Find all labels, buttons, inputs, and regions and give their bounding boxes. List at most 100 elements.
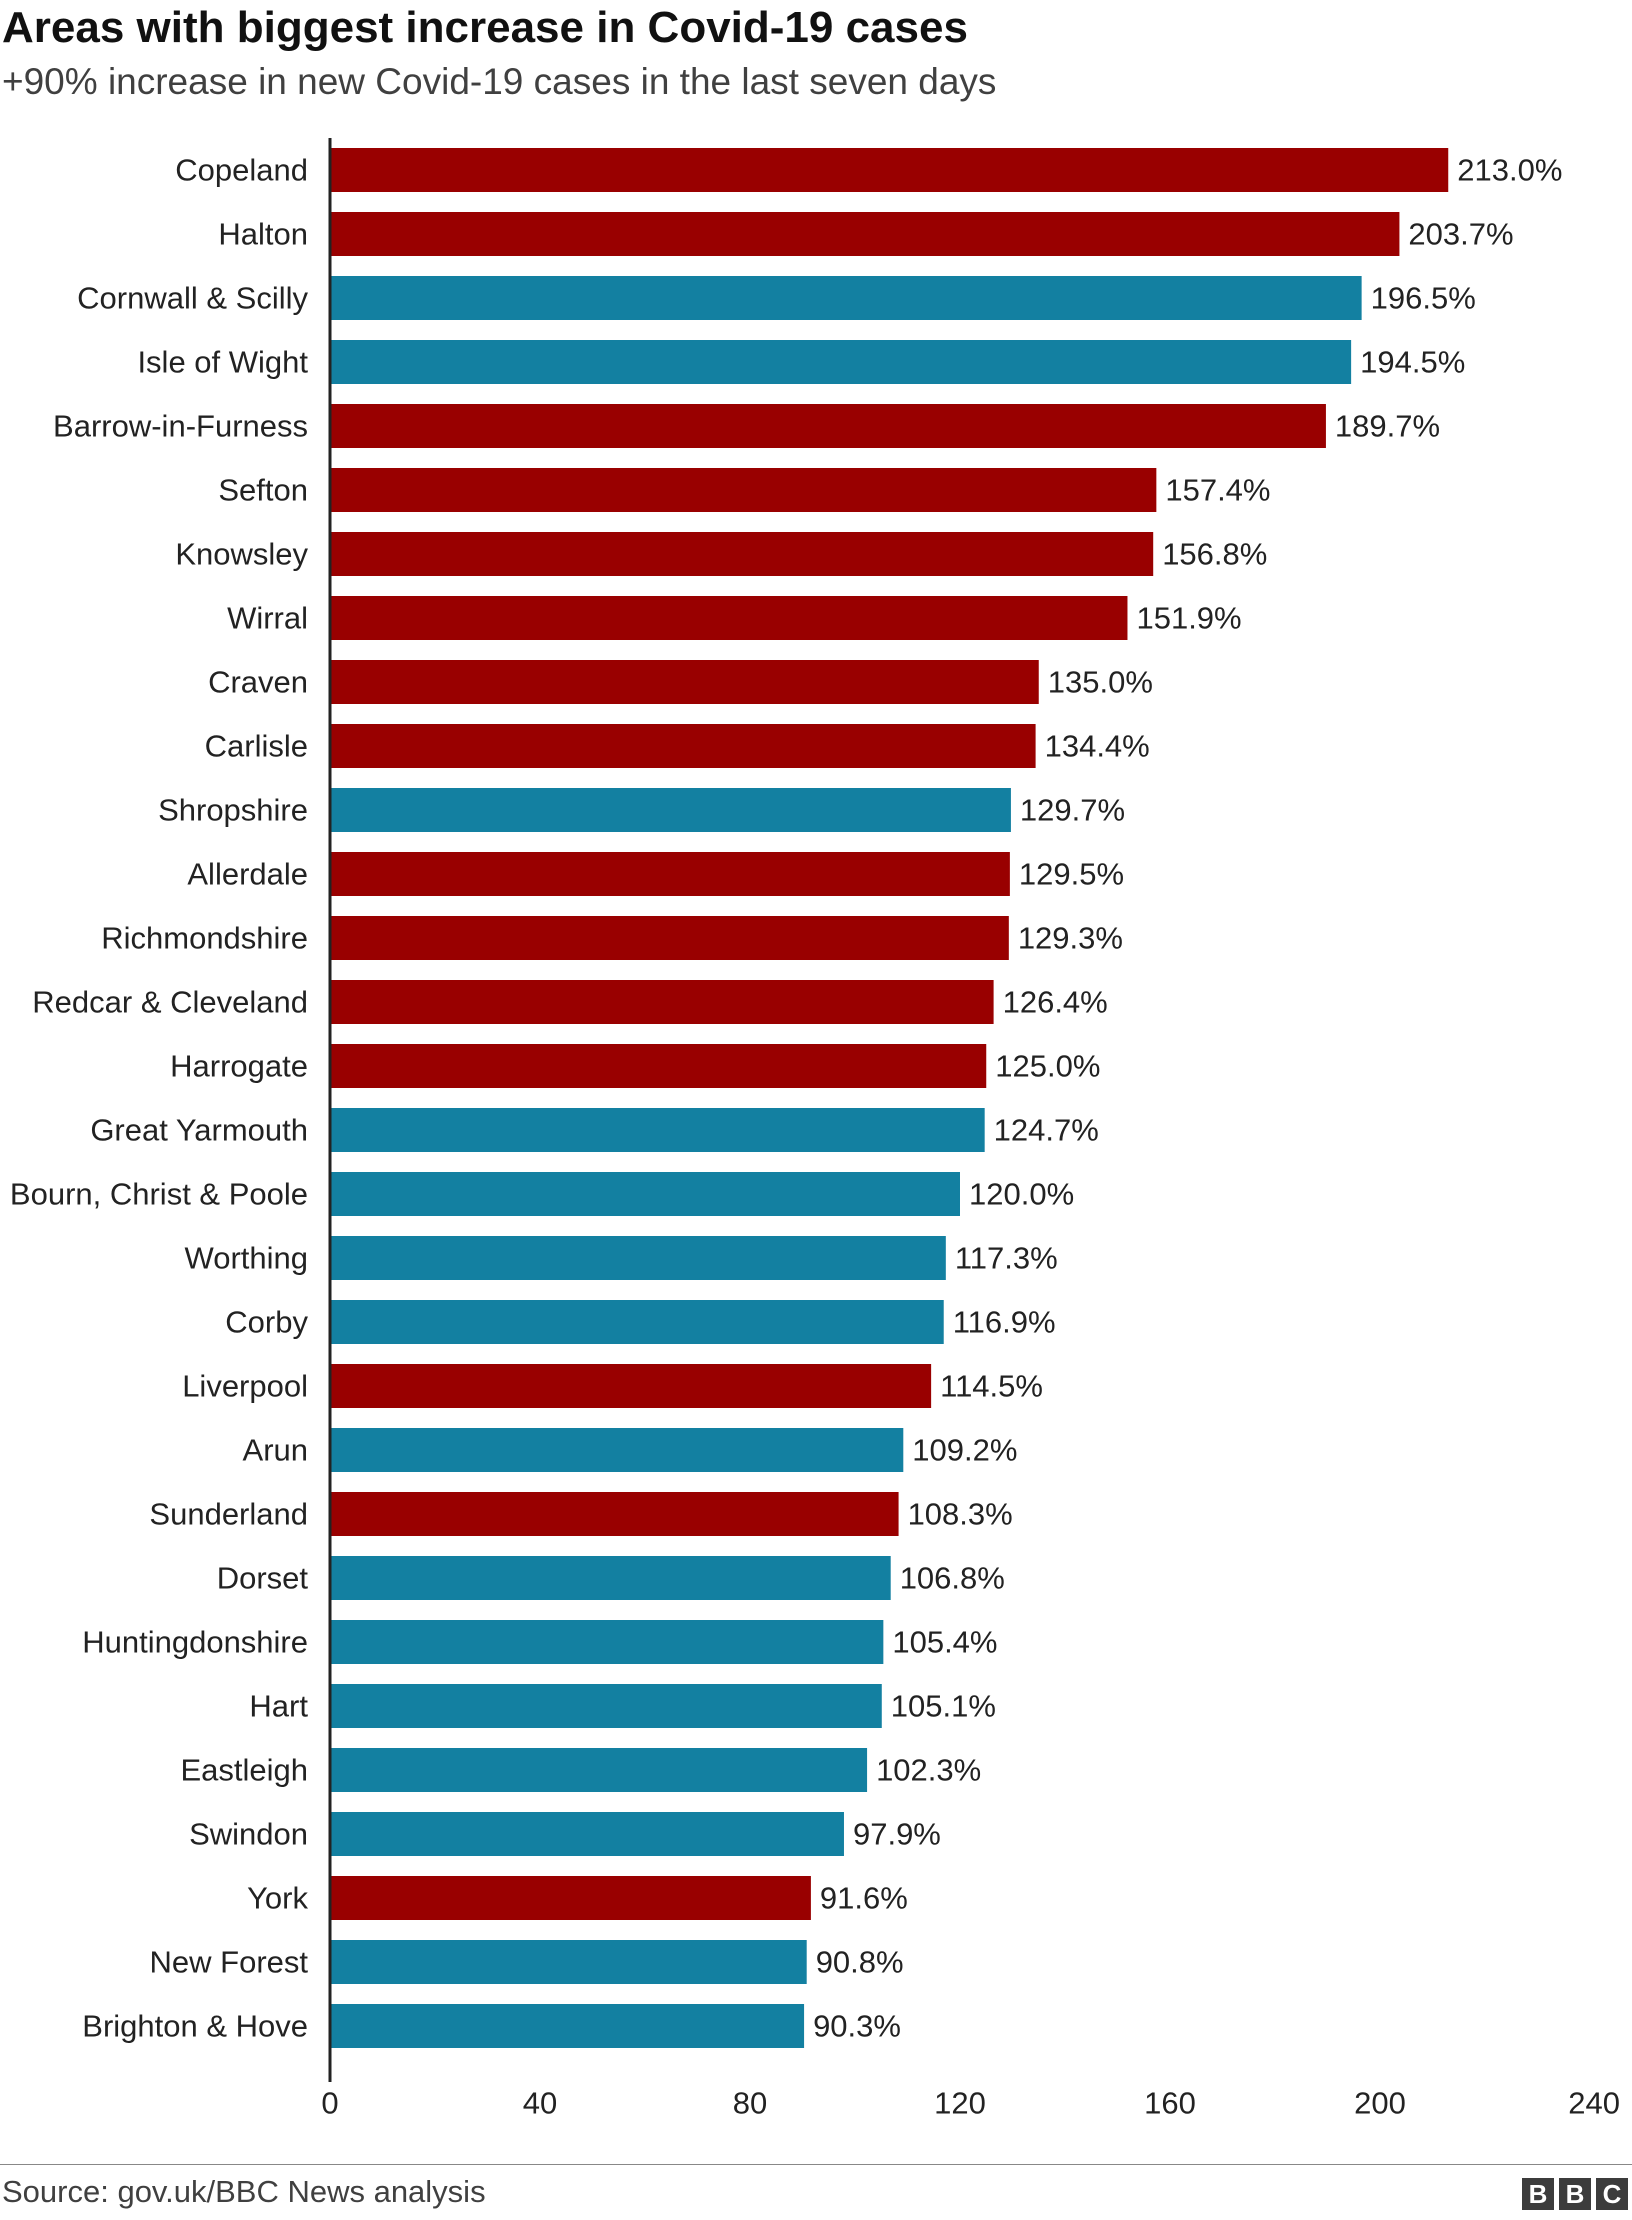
- x-tick-label: 160: [1144, 2086, 1196, 2121]
- category-labels: Copeland Halton Cornwall & Scilly Isle of W…: [10, 153, 309, 2044]
- bar: [330, 404, 1326, 448]
- bar: [330, 1044, 987, 1088]
- category-label: Knowsley: [175, 537, 308, 572]
- bbc-logo-block: B: [1522, 2178, 1554, 2210]
- category-label: Bourn, Christ & Poole: [10, 1177, 308, 1212]
- category-label: Copeland: [175, 153, 308, 188]
- bar: [330, 1876, 811, 1920]
- category-label: Worthing: [185, 1241, 309, 1276]
- bar: [330, 1940, 807, 1984]
- category-label: Isle of Wight: [137, 345, 308, 380]
- category-label: Dorset: [217, 1561, 309, 1596]
- value-label: 105.4%: [892, 1625, 997, 1660]
- bar: [330, 1172, 960, 1216]
- category-label: Sefton: [218, 473, 308, 508]
- bar-chart: Copeland Halton Cornwall & Scilly Isle of W…: [10, 138, 1620, 2121]
- bar: [330, 724, 1036, 768]
- value-label: 105.1%: [891, 1689, 996, 1724]
- category-label: Great Yarmouth: [90, 1113, 308, 1148]
- bar: [330, 1812, 844, 1856]
- category-label: York: [247, 1881, 308, 1916]
- bbc-logo-block: B: [1559, 2178, 1591, 2210]
- footer-divider: [0, 2164, 1632, 2165]
- source-note: Source: gov.uk/BBC News analysis: [2, 2174, 486, 2209]
- x-tick-label: 0: [321, 2086, 338, 2121]
- bar: [330, 468, 1157, 512]
- bar: [330, 212, 1400, 256]
- value-label: 102.3%: [876, 1753, 981, 1788]
- value-label: 156.8%: [1162, 537, 1267, 572]
- bars: [330, 148, 1449, 2048]
- category-label: Arun: [243, 1433, 308, 1468]
- bar: [330, 1620, 884, 1664]
- bar: [330, 1300, 944, 1344]
- value-label: 196.5%: [1371, 281, 1476, 316]
- value-label: 129.3%: [1018, 921, 1123, 956]
- x-tick-label: 120: [934, 2086, 986, 2121]
- bar: [330, 532, 1154, 576]
- category-label: Liverpool: [182, 1369, 308, 1404]
- bar: [330, 1556, 891, 1600]
- category-label: Brighton & Hove: [82, 2009, 308, 2044]
- value-label: 109.2%: [912, 1433, 1017, 1468]
- value-label: 97.9%: [853, 1817, 941, 1852]
- bar: [330, 1428, 904, 1472]
- category-label: Cornwall & Scilly: [77, 281, 308, 316]
- value-label: 129.5%: [1019, 857, 1124, 892]
- bar: [330, 340, 1352, 384]
- bbc-logo-block: C: [1596, 2178, 1628, 2210]
- value-label: 117.3%: [955, 1241, 1058, 1276]
- value-label: 203.7%: [1408, 217, 1513, 252]
- value-label: 91.6%: [820, 1881, 908, 1916]
- bar: [330, 852, 1010, 896]
- bar: [330, 916, 1009, 960]
- value-label: 129.7%: [1020, 793, 1125, 828]
- category-label: Redcar & Cleveland: [32, 985, 308, 1020]
- bar: [330, 596, 1128, 640]
- x-tick-label: 40: [523, 2086, 557, 2121]
- category-label: Eastleigh: [180, 1753, 308, 1788]
- category-label: Swindon: [189, 1817, 308, 1852]
- bar: [330, 1364, 932, 1408]
- value-label: 108.3%: [908, 1497, 1013, 1532]
- bar: [330, 788, 1011, 832]
- x-tick-label: 240: [1568, 2086, 1620, 2121]
- value-label: 90.3%: [813, 2009, 901, 2044]
- category-label: Sunderland: [149, 1497, 308, 1532]
- category-label: Shropshire: [158, 793, 308, 828]
- category-label: Hart: [249, 1689, 308, 1724]
- bar: [330, 1108, 985, 1152]
- bar: [330, 660, 1039, 704]
- category-label: Wirral: [227, 601, 308, 636]
- bar: [330, 1236, 946, 1280]
- chart-title: Areas with biggest increase in Covid-19 …: [2, 3, 968, 52]
- x-tick-label: 80: [733, 2086, 767, 2121]
- bar: [330, 2004, 805, 2048]
- category-label: Corby: [225, 1305, 308, 1340]
- value-label: 213.0%: [1457, 153, 1562, 188]
- value-label: 125.0%: [995, 1049, 1100, 1084]
- category-label: Carlisle: [205, 729, 308, 764]
- x-tick-label: 200: [1354, 2086, 1406, 2121]
- value-label: 157.4%: [1165, 473, 1270, 508]
- value-label: 90.8%: [816, 1945, 904, 1980]
- value-label: 189.7%: [1335, 409, 1440, 444]
- value-label: 135.0%: [1048, 665, 1153, 700]
- value-labels: 213.0% 203.7% 196.5% 194.5% 189.7% 157.4% 156.…: [813, 153, 1562, 2044]
- chart-subtitle: +90% increase in new Covid-19 cases in t…: [2, 61, 997, 102]
- bar: [330, 1492, 899, 1536]
- bar: [330, 1684, 882, 1728]
- bar: [330, 1748, 868, 1792]
- value-label: 106.8%: [900, 1561, 1005, 1596]
- category-label: New Forest: [150, 1945, 309, 1980]
- category-label: Barrow-in-Furness: [53, 409, 308, 444]
- category-label: Huntingdonshire: [82, 1625, 308, 1660]
- bbc-logo: B B C: [1522, 2178, 1628, 2210]
- category-label: Allerdale: [187, 857, 308, 892]
- category-label: Halton: [218, 217, 308, 252]
- value-label: 114.5%: [940, 1369, 1043, 1404]
- value-label: 126.4%: [1003, 985, 1108, 1020]
- category-label: Richmondshire: [101, 921, 308, 956]
- category-label: Harrogate: [170, 1049, 308, 1084]
- value-label: 124.7%: [994, 1113, 1099, 1148]
